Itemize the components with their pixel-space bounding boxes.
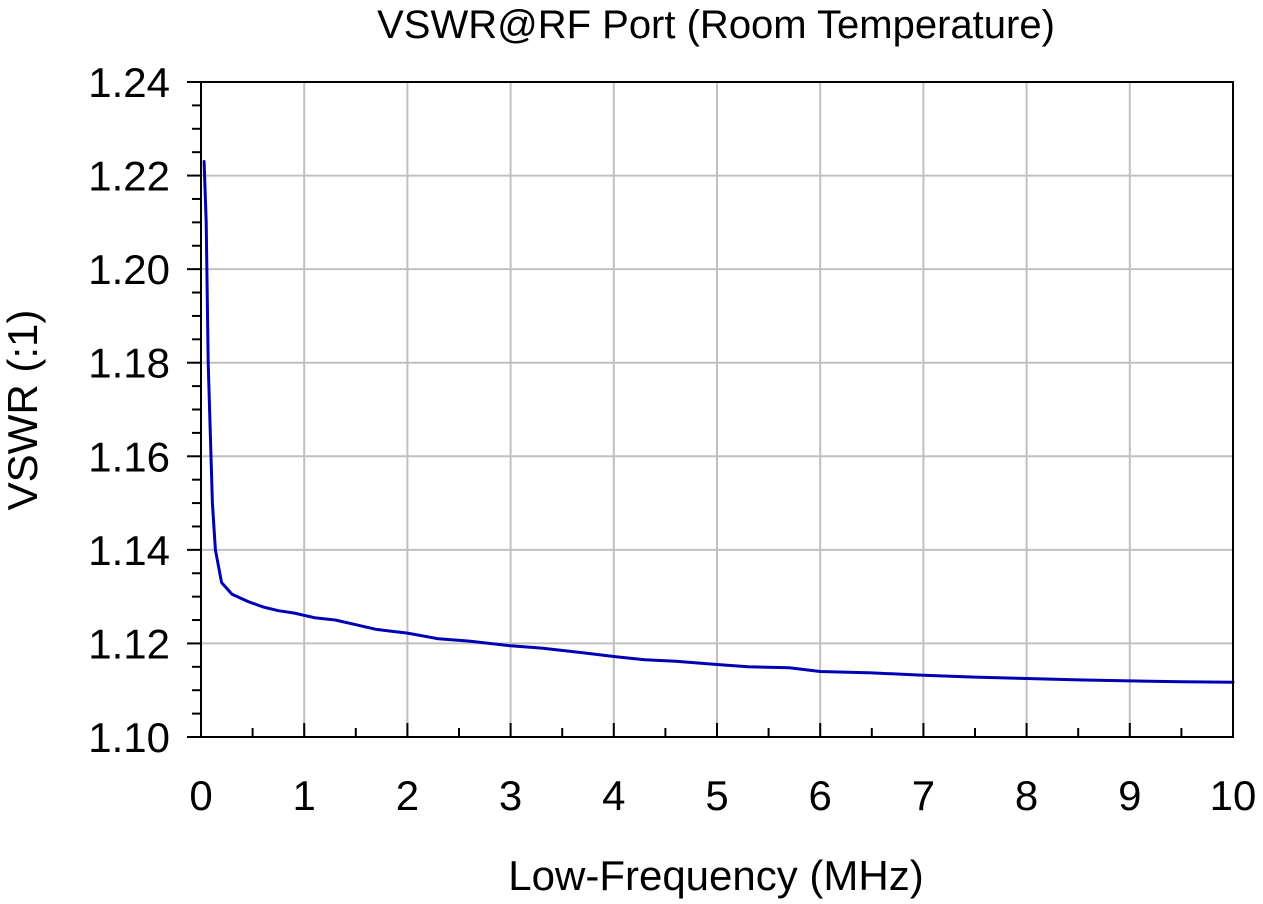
x-tick-label: 3 xyxy=(499,772,522,819)
y-tick-label: 1.18 xyxy=(88,340,170,387)
x-tick-label: 1 xyxy=(293,772,316,819)
plot-frame xyxy=(200,81,1234,738)
y-tick-label: 1.20 xyxy=(88,246,170,293)
x-tick-label: 0 xyxy=(189,772,212,819)
x-axis-tick-labels: 0 1 2 3 4 5 6 7 8 9 10 xyxy=(189,772,1256,819)
y-tick-label: 1.12 xyxy=(88,620,170,667)
y-tick-label: 1.24 xyxy=(88,59,170,106)
y-tick-label: 1.14 xyxy=(88,527,170,574)
x-tick-label: 6 xyxy=(809,772,832,819)
x-tick-label: 5 xyxy=(705,772,728,819)
chart-title: VSWR@RF Port (Room Temperature) xyxy=(377,3,1055,47)
x-axis-label: Low-Frequency (MHz) xyxy=(508,852,923,899)
x-tick-label: 2 xyxy=(396,772,419,819)
x-tick-label: 9 xyxy=(1118,772,1141,819)
y-tick-label: 1.10 xyxy=(88,714,170,761)
vswr-series-line xyxy=(202,160,1235,684)
minor-ticks xyxy=(187,81,1234,738)
x-tick-label: 10 xyxy=(1210,772,1257,819)
series-layer xyxy=(202,160,1235,684)
grid-lines xyxy=(200,81,1234,738)
y-axis-tick-labels: 1.10 1.12 1.14 1.16 1.18 1.20 1.22 1.24 xyxy=(88,59,170,761)
y-tick-label: 1.22 xyxy=(88,153,170,200)
y-axis-label: VSWR (:1) xyxy=(0,310,46,511)
x-tick-label: 7 xyxy=(912,772,935,819)
x-tick-label: 8 xyxy=(1015,772,1038,819)
x-tick-label: 4 xyxy=(602,772,625,819)
y-tick-label: 1.16 xyxy=(88,433,170,480)
